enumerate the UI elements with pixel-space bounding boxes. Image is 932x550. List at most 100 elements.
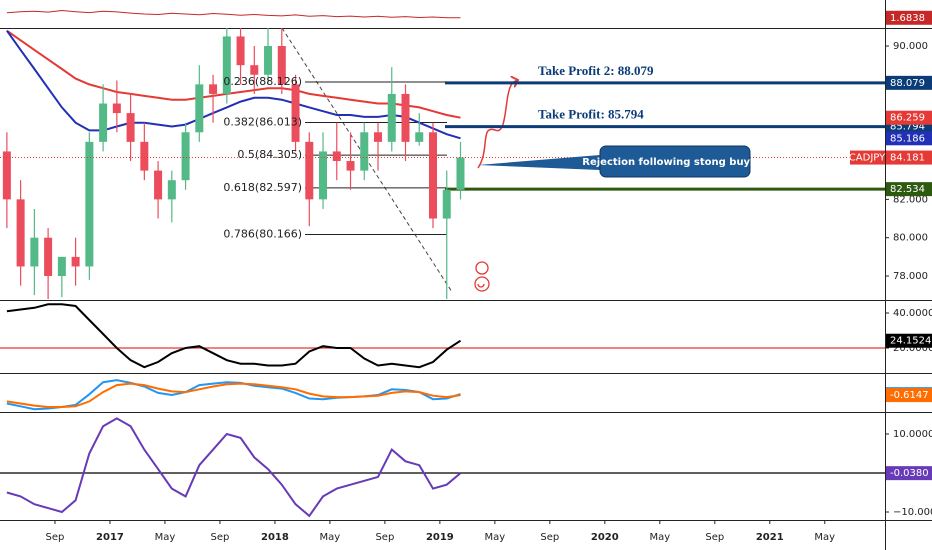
x-tick-label: Sep [705,532,724,543]
fib-label: 0.618(82.597) [223,181,302,194]
pane [0,28,885,300]
y-tick-label: 78.000 [893,271,928,282]
candle-body [305,141,314,200]
candle-body [277,46,286,85]
last-value-label-text: -0.0380 [890,468,929,479]
candle-body [236,36,245,66]
y-tick-label: 80.000 [893,233,928,244]
pane [6,9,461,19]
candle-body [57,256,66,277]
last-value-label: 1.6838 [886,10,932,25]
candle-body [291,84,300,142]
last-value-label-text: 24.1524 [890,336,931,347]
candle-body [140,141,149,171]
y-tick-label: 82.000 [893,194,928,205]
level-label-text: 82.534 [890,184,925,195]
candle-body [415,132,424,142]
target-text: Take Profit: 85.794 [538,107,644,122]
last-value-label: -0.6147 [886,388,932,403]
candle-body [442,189,451,219]
fib-label: 0.786(80.166) [223,228,302,241]
callout: Rejection following stong buyers [478,145,768,178]
candle-body [387,93,396,142]
x-tick-label: May [155,532,176,543]
pane [6,379,461,411]
pane [0,303,885,369]
last-value-label: 86.259 [886,110,932,125]
level-label-text: 85.794 [890,122,925,133]
y-tick-label: 10.0000 [893,429,932,440]
candle-body [332,151,341,162]
icon [474,261,490,292]
x-tick-label: 2018 [261,532,289,543]
last-value-label-bg [886,466,932,481]
x-tick-label: May [814,532,835,543]
y-tick-label: 20.0000 [893,343,932,354]
last-price-label-text: 84.181 [890,153,925,164]
candle-body [346,161,355,171]
x-tick-label: May [320,532,341,543]
last-value-label-text: 86.259 [890,113,925,124]
callout-text: Rejection following stong buyers [582,157,768,168]
last-price-label-bg [886,150,932,165]
x-tick-label: 2021 [756,532,784,543]
last-value-label: -0.0380 [886,466,932,481]
x-tick-label: Sep [211,532,230,543]
x-tick-label: Sep [540,532,559,543]
x-tick-label: Sep [46,532,65,543]
candle-body [222,36,231,94]
symbol-label: CADJPY [849,153,886,164]
candle-body [456,157,465,190]
level-label-bg [886,75,932,90]
candle-body [167,180,176,200]
x-tick-label: Sep [375,532,394,543]
candle-body [99,103,108,142]
candle-body [71,256,80,267]
y-tick-label: 90.000 [893,41,928,52]
candle-body [401,93,410,142]
candle-body [181,132,190,181]
x-tick-label: May [485,532,506,543]
x-tick-label: May [649,532,670,543]
last-value-label-text: 1.6838 [890,13,925,24]
candle-body [195,84,204,133]
candle-body [360,132,369,171]
target-text: Take Profit 2: 88.079 [538,63,654,78]
fib-label: 0.5(84.305) [237,148,302,161]
symbol-bg [850,150,885,165]
candle-body [250,65,259,75]
candle-body [209,84,218,94]
candle-body [44,237,53,277]
candle-body [85,141,94,267]
y-tick-label: 40.0000 [893,308,932,319]
last-value-label-text: -0.6147 [890,390,929,401]
level-label: 88.079 [886,75,932,90]
line-series [6,417,462,518]
candle-body [16,199,25,267]
last-value-label-bg [886,388,932,403]
last-value-label: 24.1524 [886,333,932,348]
candle-body [319,151,328,200]
x-tick-label: 2019 [426,532,454,543]
last-value-label-bg [886,110,932,125]
projection-arrow [477,80,518,169]
line-series [6,29,461,119]
last-value-label-bg [886,131,932,146]
candle-body [154,170,163,200]
line-series [6,30,461,140]
last-value-label: 85.186 [886,131,932,146]
x-tick-label: 2020 [591,532,619,543]
candle-body [374,132,383,142]
fib-label: 0.382(86.013) [223,115,302,128]
level-label-text: 88.079 [890,78,925,89]
last-value-label-bg [886,333,932,348]
candle-body [126,113,135,142]
level-label: 82.534 [886,182,932,197]
y-tick-label: −10.0000 [893,507,932,518]
fib-label: 0.236(88.126) [223,75,302,88]
candle-body [30,237,39,267]
line-series [6,9,461,19]
pane [0,417,885,518]
